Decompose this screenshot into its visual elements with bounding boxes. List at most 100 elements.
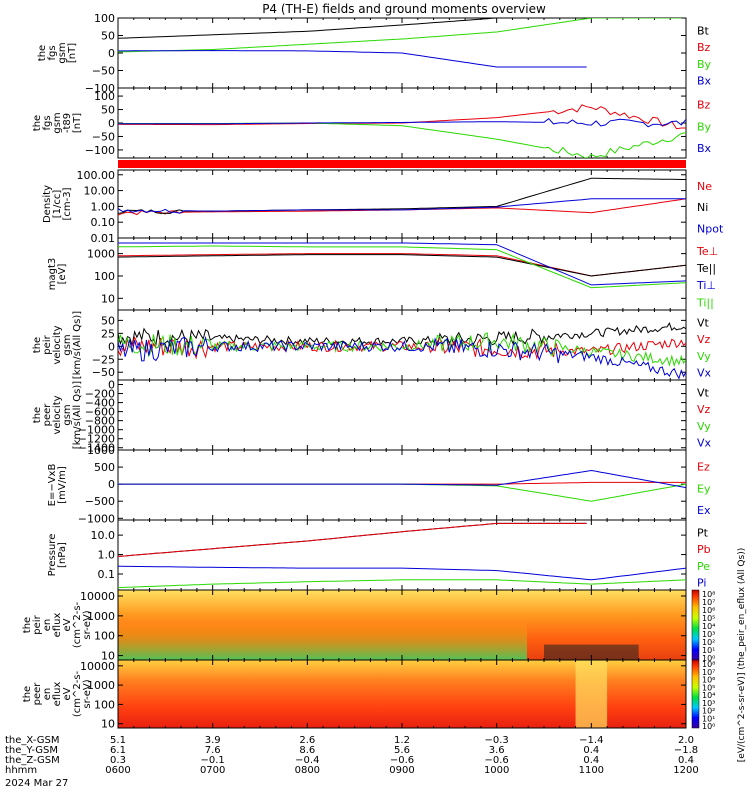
colorbar-tick-label: 10² [702, 707, 715, 716]
series-line-Ex [118, 469, 686, 489]
panel-frame [117, 379, 687, 451]
x-row-value: 0600 [105, 765, 130, 776]
legend-Ti⊥: Ti⊥ [696, 279, 716, 292]
y-tick-label: 50 [101, 104, 115, 117]
y-axis-label: fgs [42, 115, 53, 130]
legend-By: By [697, 120, 712, 133]
y-axis-label: magt3 [47, 258, 58, 291]
y-tick-label: 10 [101, 292, 115, 305]
y-tick-label: 500 [94, 461, 115, 474]
panel-temp: 1000 100 10 magt3 [eV] Te⊥ Te|| Ti⊥ Ti|| [47, 237, 718, 311]
y-axis-label: sr-eV) [82, 610, 93, 639]
legend-Vy: Vy [697, 420, 711, 433]
y-axis-label: the [32, 337, 43, 353]
x-row-value: −1.8 [674, 745, 698, 756]
y-axis-label: gsm [57, 42, 68, 63]
date-label: 2024 Mar 27 [5, 778, 68, 789]
figure-title: P4 (TH-E) fields and ground moments over… [262, 2, 546, 16]
legend-Pi: Pi [697, 577, 706, 590]
y-tick-label: 0.01 [91, 232, 116, 245]
y-tick-label: 1000 [87, 248, 115, 261]
x-row-value: 0700 [200, 765, 225, 776]
series-line-Pb [118, 522, 587, 557]
series-line-By [118, 18, 682, 53]
colorbar-tick-label: 10⁵ [702, 614, 715, 623]
colorbar-tick-label: 10⁷ [702, 598, 715, 607]
x-row-value: −0.6 [485, 755, 509, 766]
x-row-value: 2.0 [678, 735, 694, 746]
y-axis-label: -t89 [62, 113, 73, 133]
y-axis-label: en [42, 619, 53, 632]
y-axis-label: the [32, 115, 43, 131]
y-tick-label: 10.0 [91, 529, 116, 542]
y-tick-label: 100.00 [77, 169, 116, 182]
y-axis-label: (cm^2-s- [72, 601, 83, 648]
x-row-value: 1200 [673, 765, 698, 776]
y-tick-label: −400 [85, 397, 115, 410]
x-row-value: 2.6 [299, 735, 315, 746]
x-row-value: 0.4 [678, 755, 694, 766]
y-tick-label: −200 [85, 388, 115, 401]
legend-Pe: Pe [697, 560, 710, 573]
y-tick-label: 0.10 [91, 216, 116, 229]
series-line-Bx [118, 118, 686, 128]
legend-Vt: Vt [697, 317, 710, 330]
legend-Ey: Ey [697, 482, 711, 495]
panel-vpeer: 0−200−400−600−800−1000−1200−1400 the peer v… [32, 379, 712, 455]
series-line-Te⊥ [118, 253, 686, 277]
colorbar-tick-label: 10¹ [702, 714, 715, 723]
colorbar-strip [691, 659, 700, 729]
series-line-Ti|| [118, 245, 686, 289]
colorbar-tick-label: 10⁵ [702, 683, 715, 692]
x-axis-annotation: the_X-GSM 5.1 3.9 2.6 1.2 −0.3 −1.4 2.0 the_Y-GS… [5, 735, 699, 789]
series-line-Vz [118, 335, 686, 360]
y-tick-label: −1000 [78, 424, 115, 437]
y-tick-label: −50 [92, 366, 115, 379]
legend-Vz: Vz [697, 333, 711, 346]
colorbar-label: [eV/(cm^2-s-sr-eV)] (the_peir_en_eflux (… [737, 548, 747, 762]
y-axis-label: the [22, 617, 33, 633]
y-tick-label: 0 [108, 117, 115, 130]
colorbar-tick-label: 10¹ [702, 646, 715, 655]
legend-Vt: Vt [697, 387, 710, 400]
series-line-Vt [118, 322, 686, 348]
legend-Pt: Pt [697, 527, 709, 540]
y-axis-label: [nPa] [57, 542, 68, 568]
y-tick-label: 100 [94, 12, 115, 25]
x-row-value: −0.3 [485, 735, 509, 746]
x-row-value: 0.4 [583, 755, 599, 766]
colorbar-tick-label: 10³ [702, 699, 715, 708]
y-tick-label: 0 [108, 47, 115, 60]
y-axis-label: fgs [47, 45, 58, 60]
y-axis-label: eflux [52, 613, 63, 638]
spectrogram-peir-low [118, 621, 527, 660]
y-tick-label: 1.00 [91, 200, 116, 213]
y-tick-label: −50 [92, 130, 115, 143]
y-tick-label: 0 [108, 340, 115, 353]
spectrogram-peir-gap [544, 644, 639, 660]
y-tick-label: −500 [85, 495, 115, 508]
y-axis-label: the [22, 686, 33, 702]
spectrogram-peer-band [575, 660, 608, 728]
y-tick-label: 1000 [87, 610, 115, 623]
x-row-value: 7.6 [205, 745, 221, 756]
series-line-Bt [118, 18, 587, 39]
y-axis-label: en [42, 688, 53, 701]
legend-Bt: Bt [697, 25, 710, 38]
y-tick-label: −600 [85, 406, 115, 419]
y-axis-label: [cm-3] [62, 187, 73, 220]
series-line-Bz [118, 104, 686, 130]
x-row-value: −0.6 [390, 755, 414, 766]
y-tick-label: 50 [101, 30, 115, 43]
y-tick-label: 50 [101, 314, 115, 327]
y-axis-label: [nT] [67, 43, 78, 63]
x-row-label: the_X-GSM [5, 735, 59, 746]
colorbar-strip [691, 589, 700, 661]
colorbar-tick-label: 10⁶ [702, 676, 715, 685]
panel-efield: 1000 500 0 −500 −1000 E=−VxB [mV/m] Ez Ey Ex [47, 444, 711, 525]
x-row-value: −1.4 [579, 735, 603, 746]
y-axis-label: Pressure [47, 534, 58, 577]
y-axis-label: gsm [52, 112, 63, 133]
y-axis-label: (cm^2-s- [72, 670, 83, 717]
